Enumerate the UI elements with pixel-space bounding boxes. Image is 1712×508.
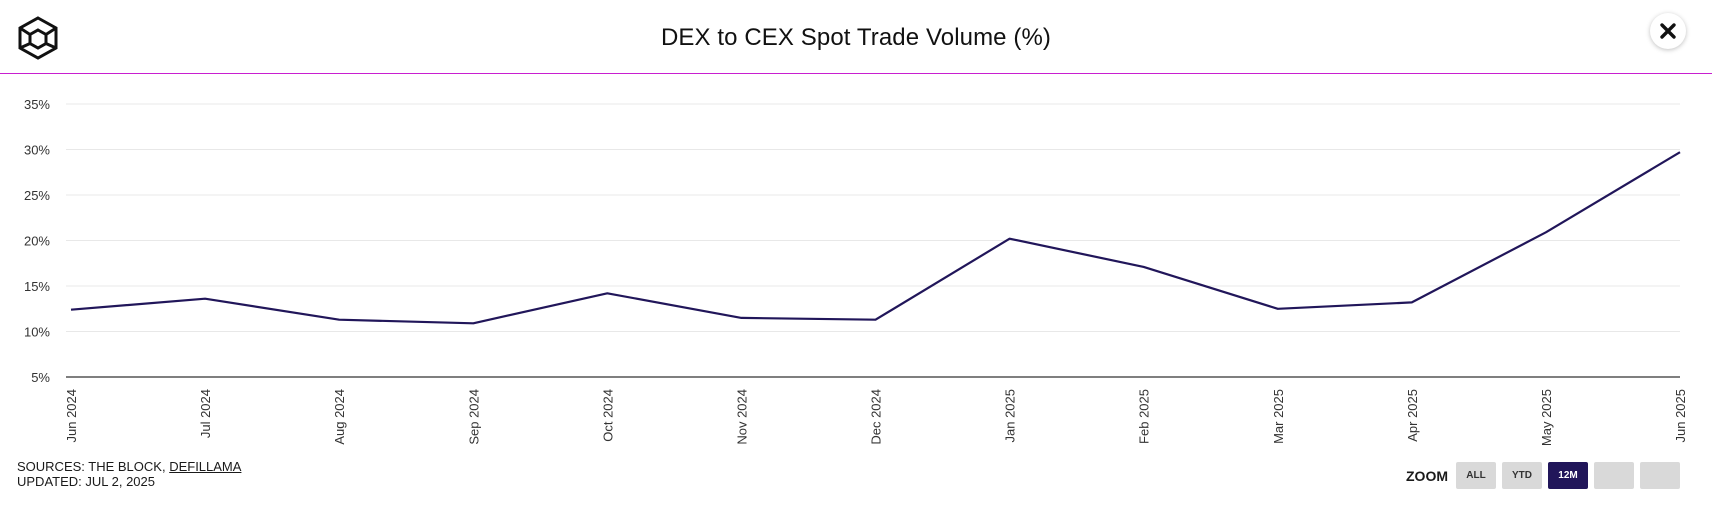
chart-footer: SOURCES: THE BLOCK, DEFILLAMA UPDATED: J… (17, 459, 241, 489)
y-tick-label: 30% (24, 143, 50, 158)
data-point[interactable] (873, 317, 879, 323)
y-tick-label: 25% (24, 188, 50, 203)
zoom-all-button[interactable]: ALL (1456, 462, 1496, 489)
data-point[interactable] (1007, 236, 1013, 242)
the-block-logo-icon (18, 16, 58, 60)
data-point[interactable] (336, 317, 342, 323)
zoom-controls: ZOOM ALL YTD 12M (1406, 462, 1686, 489)
data-point[interactable] (1275, 306, 1281, 312)
zoom-12m-button[interactable]: 12M (1548, 462, 1588, 489)
y-tick-label: 10% (24, 325, 50, 340)
close-icon (1660, 23, 1676, 39)
x-tick-label: Jun 2024 (64, 389, 79, 443)
y-tick-label: 15% (24, 279, 50, 294)
data-point[interactable] (1677, 149, 1683, 155)
chart-header: DEX to CEX Spot Trade Volume (%) (0, 0, 1712, 74)
series-line[interactable] (70, 151, 1681, 325)
zoom-ytd-button[interactable]: YTD (1502, 462, 1542, 489)
x-tick-label: Sep 2024 (466, 389, 481, 445)
y-tick-label: 5% (31, 370, 50, 385)
x-tick-label: Feb 2025 (1137, 389, 1152, 444)
data-point[interactable] (1141, 264, 1147, 270)
x-tick-label: Oct 2024 (600, 389, 615, 442)
data-point[interactable] (68, 307, 74, 313)
updated-date: UPDATED: JUL 2, 2025 (17, 474, 155, 489)
zoom-label: ZOOM (1406, 467, 1448, 484)
sources-line: SOURCES: THE BLOCK, DEFILLAMA (17, 459, 241, 474)
x-tick-label: Dec 2024 (869, 389, 884, 445)
x-tick-label: Mar 2025 (1271, 389, 1286, 444)
x-tick-label: Nov 2024 (734, 389, 749, 445)
x-tick-label: Jun 2025 (1673, 389, 1688, 443)
x-tick-label: Apr 2025 (1405, 389, 1420, 442)
y-tick-label: 20% (24, 234, 50, 249)
sources-text: SOURCES: THE BLOCK, (17, 459, 170, 474)
y-tick-label: 35% (24, 97, 50, 112)
data-point[interactable] (202, 296, 208, 302)
chart-title: DEX to CEX Spot Trade Volume (%) (660, 24, 1052, 51)
zoom-extra-button-2[interactable] (1640, 462, 1680, 489)
data-point[interactable] (604, 290, 610, 296)
x-tick-label: Jul 2024 (198, 389, 213, 438)
x-tick-label: Aug 2024 (332, 389, 347, 445)
data-point[interactable] (1543, 229, 1549, 235)
data-point[interactable] (738, 315, 744, 321)
x-tick-label: May 2025 (1539, 389, 1554, 446)
line-chart: 35% 30% 25% 20% 15% 10% 5% Jun 2024 Jul 2024 Aug … (24, 97, 1688, 446)
data-point[interactable] (1409, 299, 1415, 305)
close-button[interactable] (1650, 13, 1686, 49)
zoom-extra-button-1[interactable] (1594, 462, 1634, 489)
x-tick-label: Jan 2025 (1003, 389, 1018, 443)
data-point[interactable] (470, 320, 476, 326)
defillama-link[interactable]: DEFILLAMA (169, 459, 242, 474)
